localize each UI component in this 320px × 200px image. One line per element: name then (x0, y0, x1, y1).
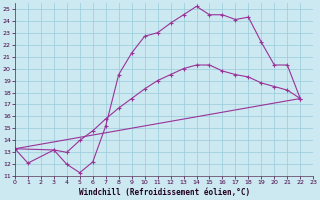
X-axis label: Windchill (Refroidissement éolien,°C): Windchill (Refroidissement éolien,°C) (78, 188, 250, 197)
